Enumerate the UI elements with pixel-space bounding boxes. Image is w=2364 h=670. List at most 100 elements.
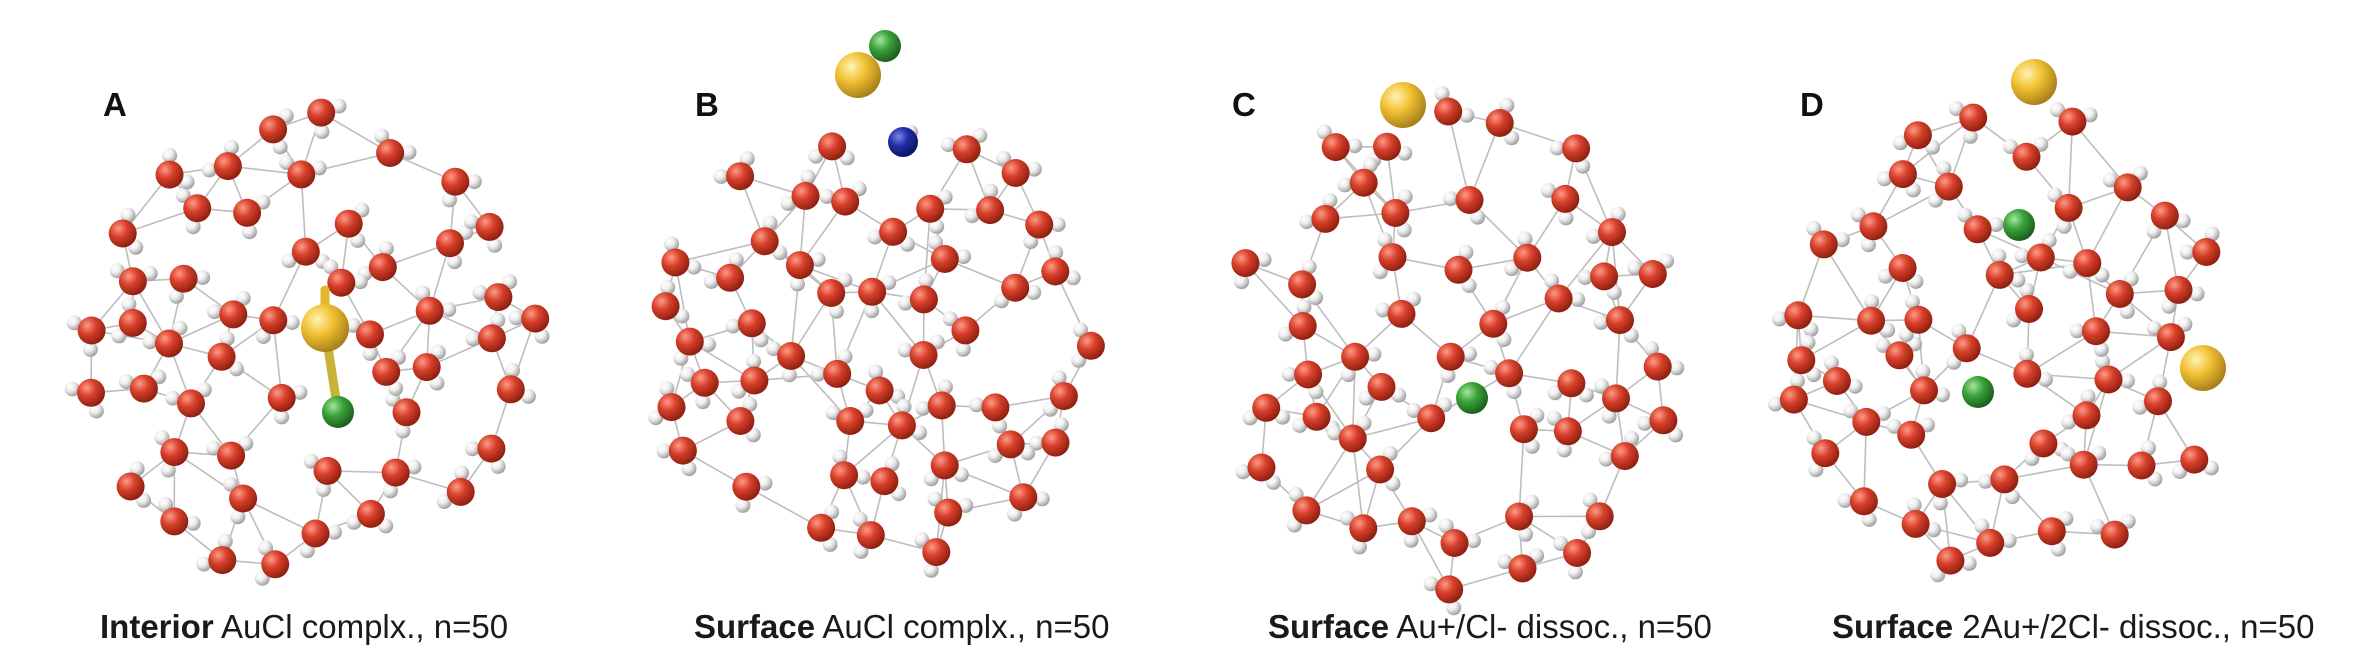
water-molecule: [155, 148, 195, 190]
oxygen-atom: [1638, 260, 1667, 288]
water-molecule: [1878, 254, 1924, 289]
water-molecule: [750, 215, 788, 261]
hydrogen-atom: [1861, 512, 1877, 527]
oxygen-atom: [927, 391, 956, 420]
hydrogen-atom: [1299, 214, 1315, 230]
water-molecule: [1406, 397, 1453, 433]
hydrogen-atom: [2119, 304, 2135, 319]
hydrogen-atom: [832, 449, 848, 465]
water-molecule: [2062, 249, 2110, 283]
water-molecule: [1281, 360, 1324, 400]
hydrogen-atom: [441, 302, 457, 318]
water-molecule: [381, 458, 422, 499]
oxygen-atom: [726, 407, 755, 435]
hydrogen-atom: [958, 497, 974, 513]
oxygen-atom: [807, 513, 836, 542]
hydrogen-atom: [789, 276, 805, 292]
oxygen-atom: [1366, 455, 1395, 484]
oxygen-atom: [922, 538, 951, 567]
water-molecule: [1547, 369, 1594, 403]
water-molecule: [508, 304, 550, 344]
water-molecule: [1886, 417, 1935, 449]
oxygen-atom: [207, 342, 236, 371]
water-molecule: [2037, 511, 2074, 557]
water-molecule: [2132, 374, 2172, 416]
oxygen-atom: [2105, 280, 2134, 308]
oxygen-atom: [1288, 312, 1317, 340]
oxygen-atom: [1952, 334, 1981, 363]
water-molecule: [1007, 483, 1050, 522]
oxygen-atom: [477, 324, 506, 353]
water-molecule: [1875, 336, 1923, 370]
oxygen-atom: [1779, 385, 1808, 414]
oxygen-atom: [267, 383, 296, 412]
oxygen-atom: [496, 375, 525, 404]
water-molecule: [1339, 510, 1378, 555]
hydrogen-atom: [1598, 451, 1614, 467]
hydrogen-bond: [2040, 256, 2121, 295]
oxygen-atom: [1025, 210, 1054, 239]
water-molecule: [1627, 253, 1675, 288]
hydrogen-atom: [837, 349, 853, 365]
oxygen-atom: [1787, 346, 1816, 375]
hydrogen-atom: [725, 318, 741, 334]
panel-letter-a: A: [103, 86, 127, 123]
panel-letter-b: B: [695, 86, 719, 123]
hydrogen-atom: [884, 456, 900, 472]
water-molecule: [165, 382, 212, 418]
oxygen-atom: [1436, 342, 1465, 371]
water-molecule: [463, 212, 504, 253]
oxygen-atom: [392, 398, 421, 427]
oxygen-atom: [1505, 502, 1534, 531]
water-molecule: [2050, 102, 2098, 136]
oxygen-atom: [2127, 451, 2156, 480]
hydrogen-atom: [969, 397, 985, 413]
water-molecule: [1231, 249, 1272, 290]
oxygen-atom: [2037, 517, 2066, 546]
hydrogen-bond: [1305, 438, 1354, 511]
water-molecule: [1042, 370, 1078, 417]
oxygen-atom: [1563, 539, 1592, 567]
oxygen-atom: [817, 279, 846, 307]
water-molecule: [651, 279, 690, 324]
hydrogen-atom: [992, 418, 1008, 434]
oxygen-atom: [1049, 382, 1078, 411]
hydrogen-atom: [1577, 269, 1593, 285]
hydrogen-atom: [162, 148, 178, 164]
hydrogen-atom: [864, 303, 880, 319]
oxygen-atom: [732, 472, 761, 501]
hydrogen-atom: [1352, 539, 1367, 555]
hydrogen-atom: [274, 409, 290, 425]
water-molecule: [810, 349, 853, 388]
hydrogen-atom: [206, 440, 222, 456]
oxygen-atom: [1897, 420, 1926, 449]
water-molecule: [807, 504, 840, 552]
hydrogen-atom: [1524, 438, 1540, 454]
oxygen-atom: [77, 378, 105, 407]
oxygen-atom: [1990, 465, 2019, 494]
hydrogen-atom: [374, 128, 390, 144]
hydrogen-atom: [242, 224, 257, 240]
hydrogen-atom: [314, 124, 330, 140]
hydrogen-atom: [810, 251, 826, 267]
hydrogen-atom: [1886, 418, 1902, 434]
hydrogen-atom: [346, 514, 362, 530]
hydrogen-atom: [1586, 228, 1601, 244]
oxygen-atom: [1903, 121, 1932, 150]
oxygen-atom: [108, 219, 137, 248]
water-molecule: [2069, 317, 2110, 357]
water-molecule: [1643, 341, 1685, 381]
oxygen-atom: [1455, 186, 1484, 214]
hydrogen-atom: [1800, 335, 1816, 350]
hydrogen-atom: [781, 367, 797, 383]
hydrogen-atom: [1034, 491, 1050, 507]
oxygen-atom: [1649, 406, 1678, 435]
hydrogen-atom: [1935, 387, 1950, 403]
water-molecule: [987, 430, 1036, 463]
oxygen-atom: [155, 329, 183, 358]
oxygen-atom: [1302, 402, 1331, 431]
hydrogen-atom: [735, 497, 751, 513]
oxygen-atom: [291, 237, 320, 266]
hydrogen-atom: [2018, 347, 2034, 363]
water-molecule: [858, 275, 897, 319]
